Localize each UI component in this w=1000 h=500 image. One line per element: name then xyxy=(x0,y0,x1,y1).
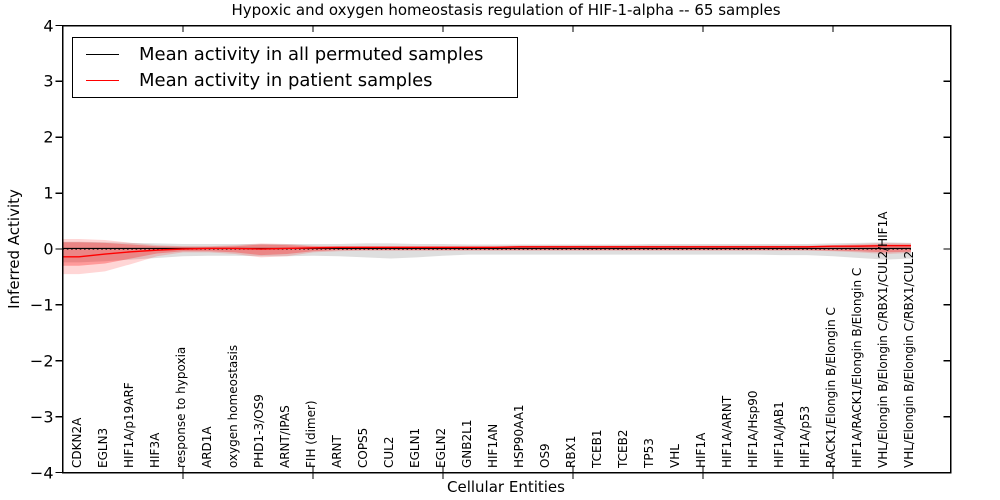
y-tick-label: 3 xyxy=(43,71,54,91)
x-category-label: CUL2 xyxy=(382,436,396,468)
legend-label-patient: Mean activity in patient samples xyxy=(139,70,433,92)
patient-line-swatch xyxy=(86,80,119,82)
x-category-label: TCEB2 xyxy=(616,429,630,468)
x-category-label: HIF1A/JAB1 xyxy=(772,401,786,468)
legend-item-permuted: Mean activity in all permuted samples xyxy=(73,44,517,65)
x-category-label: HIF1A/RACK1/Elongin B/Elongin C xyxy=(850,267,864,468)
y-tick-label: 0 xyxy=(43,239,54,259)
x-category-label: response to hypoxia xyxy=(174,346,188,468)
x-category-label: oxygen homeostasis xyxy=(226,344,240,468)
x-category-label: RBX1 xyxy=(564,435,578,468)
patient-outer-band xyxy=(62,238,911,275)
x-category-label: EGLN1 xyxy=(408,427,422,468)
legend-label-permuted: Mean activity in all permuted samples xyxy=(139,43,484,65)
x-category-label: VHL/Elongin B/Elongin C/RBX1/CUL2/HIF1A xyxy=(876,211,890,468)
x-category-label: EGLN3 xyxy=(96,427,110,468)
x-category-label: HIF1A/Hsp90 xyxy=(746,390,760,468)
x-category-label: PHD1-3/OS9 xyxy=(252,394,266,468)
x-category-label: HIF1A/p19ARF xyxy=(122,382,136,468)
x-category-label: ARNT xyxy=(330,435,344,468)
x-category-label: COPS5 xyxy=(356,427,370,468)
x-category-label: ARD1A xyxy=(200,426,214,468)
x-category-label: VHL/Elongin B/Elongin C/RBX1/CUL2 xyxy=(902,250,916,468)
y-tick-label: −3 xyxy=(29,407,54,427)
y-tick-label: 2 xyxy=(43,127,54,147)
x-category-label: RACK1/Elongin B/Elongin C xyxy=(824,307,838,468)
x-category-label: OS9 xyxy=(538,443,552,468)
y-axis-title: Inferred Activity xyxy=(5,189,23,309)
x-category-label: HIF1AN xyxy=(486,423,500,468)
x-category-label: CDKN2A xyxy=(70,417,84,468)
y-tick-label: −1 xyxy=(29,295,54,315)
x-category-label: HIF1A/p53 xyxy=(798,405,812,468)
permuted-line-swatch xyxy=(86,53,119,55)
x-category-label: TCEB1 xyxy=(590,429,604,468)
patient-mean-line xyxy=(62,244,911,258)
x-category-label: VHL xyxy=(668,444,682,468)
chart-title: Hypoxic and oxygen homeostasis regulatio… xyxy=(231,1,781,19)
y-tick-label: 1 xyxy=(43,183,54,203)
x-category-label: HIF1A xyxy=(694,432,708,468)
legend-item-patient: Mean activity in patient samples xyxy=(73,70,517,91)
x-category-label: FIH (dimer) xyxy=(304,400,318,468)
x-category-label: TP53 xyxy=(642,438,656,468)
x-category-label: HIF3A xyxy=(148,432,162,468)
y-tick-label: 4 xyxy=(43,16,54,35)
x-category-label: HSP90AA1 xyxy=(512,404,526,468)
x-axis-title: Cellular Entities xyxy=(447,478,565,496)
x-category-label: ARNT/IPAS xyxy=(278,405,292,468)
x-category-label: EGLN2 xyxy=(434,427,448,468)
y-tick-label: −2 xyxy=(29,351,54,371)
x-category-label: GNB2L1 xyxy=(460,419,474,468)
legend: Mean activity in all permuted samples Me… xyxy=(72,37,518,98)
y-tick-label: −4 xyxy=(29,463,54,482)
x-category-label: HIF1A/ARNT xyxy=(720,395,734,468)
